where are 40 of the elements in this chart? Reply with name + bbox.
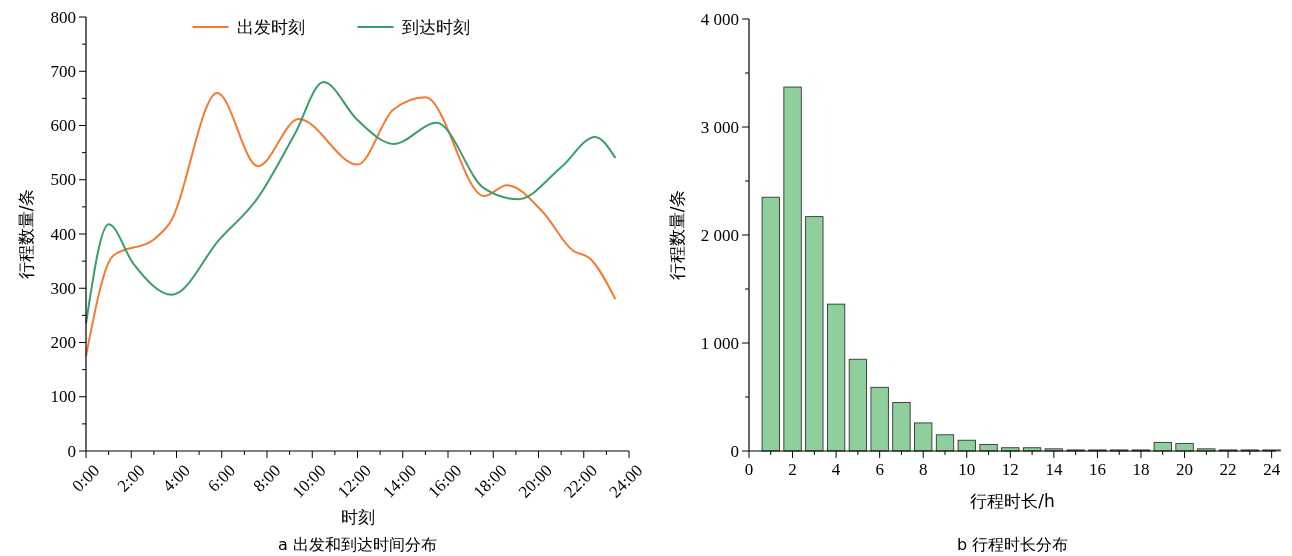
x-tick-label: 12 <box>1001 460 1019 479</box>
x-tick-label: 6:00 <box>204 460 240 496</box>
x-tick-label: 14 <box>1045 460 1063 479</box>
y-tick-label: 500 <box>50 170 76 190</box>
y-tick-label: 2 000 <box>700 225 739 245</box>
y-axis-title: 行程数量/条 <box>16 188 36 280</box>
y-tick-label: 0 <box>67 441 76 461</box>
x-tick-label: 18 <box>1132 460 1150 479</box>
y-tick-label: 3 000 <box>700 117 739 137</box>
y-tick-label: 1 000 <box>700 333 739 353</box>
x-tick-label: 8:00 <box>249 460 285 496</box>
legend-label: 到达时刻 <box>401 17 470 37</box>
x-tick-label: 20 <box>1176 460 1194 479</box>
y-tick-label: 400 <box>50 224 76 244</box>
x-axis-title: 行程时长/h <box>970 491 1055 511</box>
x-tick-label: 6 <box>875 460 884 479</box>
y-tick-label: 4 000 <box>700 9 739 29</box>
y-axis-title: 行程数量/条 <box>667 189 687 281</box>
x-tick-label: 4:00 <box>159 460 194 496</box>
y-tick-label: 300 <box>50 278 76 298</box>
y-tick-label: 200 <box>50 333 76 352</box>
x-tick-label: 22 <box>1219 460 1237 479</box>
x-tick-label: 4 <box>831 460 841 479</box>
x-tick-label: 0:00 <box>68 460 104 496</box>
y-tick-label: 800 <box>50 7 76 27</box>
y-tick-label: 700 <box>50 61 76 81</box>
x-tick-label: 24 <box>1263 460 1281 479</box>
x-tick-label: 2:00 <box>113 460 149 496</box>
y-tick-label: 600 <box>50 116 76 135</box>
text: a 出发和到达时间分布 <box>278 534 437 554</box>
y-tick-label: 0 <box>730 441 739 461</box>
x-tick-label: 16 <box>1088 460 1106 479</box>
text: b 行程时长分布 <box>956 534 1069 554</box>
y-tick-label: 100 <box>50 387 76 407</box>
x-tick-label: 2 <box>788 460 797 479</box>
legend-label: 出发时刻 <box>236 17 305 37</box>
x-axis-title: 时刻 <box>340 507 375 527</box>
x-tick-label: 0 <box>744 460 754 479</box>
x-tick-label: 8 <box>918 460 928 479</box>
x-tick-label: 10 <box>958 460 976 479</box>
